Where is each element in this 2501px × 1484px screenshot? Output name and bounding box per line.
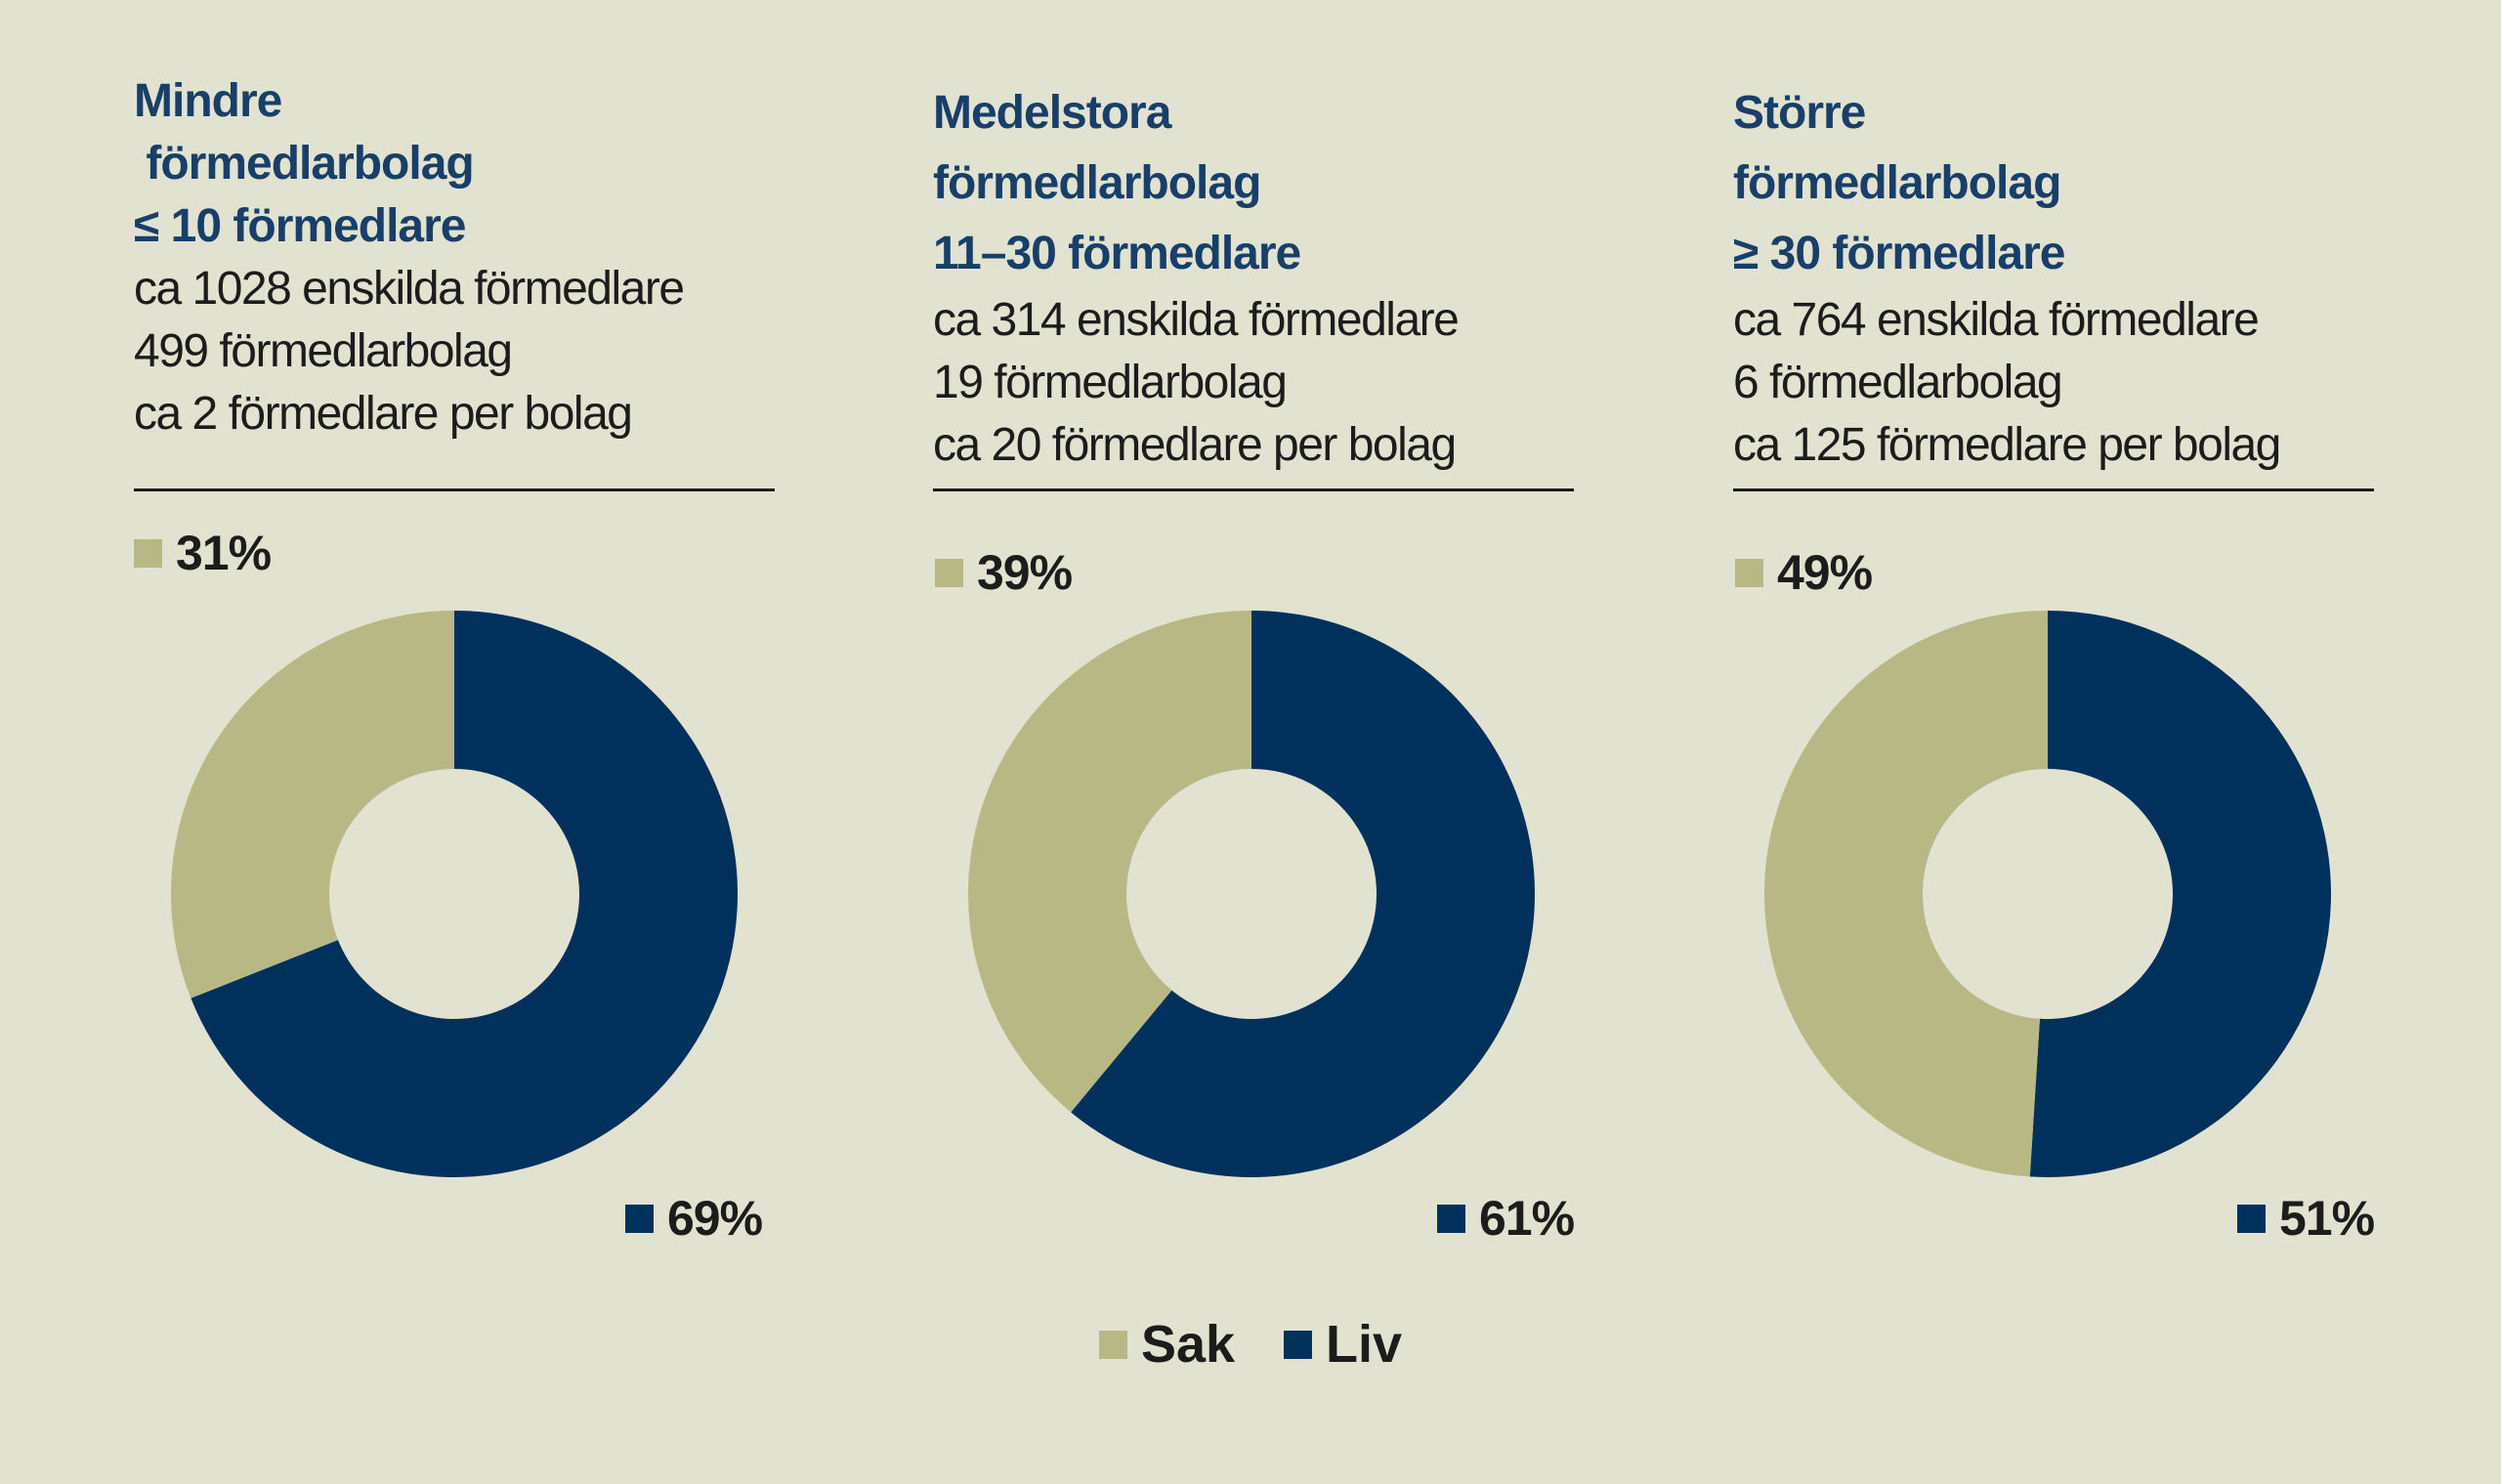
sak-slice — [171, 611, 454, 998]
liv-slice — [1071, 611, 1535, 1177]
sak-percent-label: 49% — [1735, 544, 1873, 601]
liv-percent-label: 51% — [2237, 1190, 2375, 1247]
liv-percent-label: 61% — [1437, 1190, 1575, 1247]
chart-panel-small: Mindre förmedlarbolag ≤ 10 förmedlare ca… — [134, 70, 775, 491]
sak-slice — [1764, 611, 2048, 1177]
sak-swatch — [1098, 1330, 1127, 1359]
sak-percent-value: 31% — [176, 526, 272, 580]
panel-title-line: förmedlarbolag — [134, 138, 474, 190]
panel-info-line: ca 314 enskilda förmedlare — [933, 294, 1460, 346]
panel-info-line: 19 förmedlarbolag — [933, 357, 1288, 408]
chart-legend: Sak Liv — [0, 1314, 2501, 1375]
panel-info-line: 6 förmedlarbolag — [1733, 357, 2063, 408]
liv-slice — [2029, 611, 2331, 1177]
panel-divider — [933, 488, 1574, 491]
panel-info-line: 499 förmedlarbolag — [134, 325, 513, 377]
liv-percent-label: 69% — [625, 1190, 763, 1247]
panel-title-line: ≥ 30 förmedlare — [1733, 228, 2066, 279]
sak-percent-value: 49% — [1777, 545, 1873, 600]
panel-info-line: ca 125 förmedlare per bolag — [1733, 419, 2281, 471]
liv-swatch — [1437, 1204, 1465, 1233]
panel-title-line: förmedlarbolag — [933, 157, 1261, 209]
legend-label: Liv — [1326, 1315, 1403, 1374]
sak-percent-value: 39% — [977, 545, 1073, 600]
panel-title-line: Mindre — [134, 75, 282, 127]
sak-swatch — [1735, 558, 1763, 587]
sak-swatch — [935, 558, 963, 587]
sak-slice — [968, 611, 1251, 1113]
panel-title-line: 11–30 förmedlare — [933, 228, 1301, 279]
panel-info-line: ca 1028 enskilda förmedlare — [134, 263, 685, 315]
panel-info-line: ca 20 förmedlare per bolag — [933, 419, 1457, 471]
liv-percent-value: 61% — [1479, 1191, 1575, 1246]
legend-label: Sak — [1140, 1315, 1236, 1374]
liv-swatch — [1284, 1330, 1313, 1359]
panel-title-line: Medelstora — [933, 87, 1171, 139]
panel-info-line: ca 764 enskilda förmedlare — [1733, 294, 2260, 346]
panel-title-line: Större — [1733, 87, 1866, 139]
panel-divider — [134, 488, 775, 491]
donut-chart-small — [171, 611, 738, 1177]
liv-slice — [191, 611, 738, 1177]
donut-chart-large — [1764, 611, 2331, 1177]
donut-chart-medium — [968, 611, 1535, 1177]
liv-percent-value: 69% — [667, 1191, 763, 1246]
panel-title-line: ≤ 10 förmedlare — [134, 200, 467, 252]
panel-title-line: förmedlarbolag — [1733, 157, 2061, 209]
panel-info-line: ca 2 förmedlare per bolag — [134, 388, 633, 440]
legend-item-sak: Sak — [1098, 1314, 1236, 1375]
sak-percent-label: 31% — [134, 525, 272, 581]
sak-percent-label: 39% — [935, 544, 1073, 601]
sak-swatch — [134, 538, 162, 568]
chart-panel-large: Större förmedlarbolag ≥ 30 förmedlare ca… — [1733, 78, 2374, 491]
liv-swatch — [625, 1204, 654, 1233]
legend-item-liv: Liv — [1284, 1314, 1402, 1375]
liv-swatch — [2237, 1204, 2266, 1233]
liv-percent-value: 51% — [2279, 1191, 2375, 1246]
panel-divider — [1733, 488, 2374, 491]
chart-panel-medium: Medelstora förmedlarbolag 11–30 förmedla… — [933, 78, 1574, 491]
